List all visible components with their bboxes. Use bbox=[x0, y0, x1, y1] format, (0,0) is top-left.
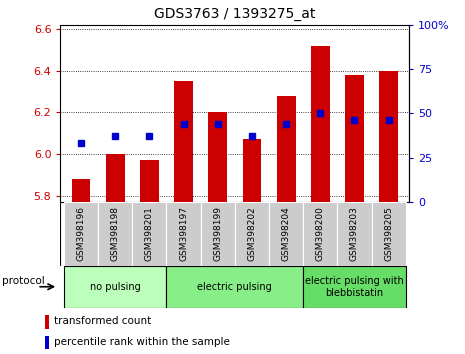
Bar bbox=[45, 315, 49, 329]
Bar bbox=[174, 81, 193, 202]
Text: GSM398203: GSM398203 bbox=[350, 206, 359, 261]
Bar bbox=[311, 46, 330, 202]
Bar bbox=[379, 70, 398, 202]
Bar bbox=[372, 202, 406, 266]
Bar bbox=[166, 266, 303, 308]
Bar bbox=[269, 202, 303, 266]
Bar bbox=[45, 336, 49, 349]
Bar bbox=[64, 266, 166, 308]
Text: transformed count: transformed count bbox=[54, 316, 151, 326]
Bar bbox=[208, 112, 227, 202]
Bar bbox=[243, 139, 261, 202]
Text: GSM398197: GSM398197 bbox=[179, 206, 188, 261]
Bar bbox=[277, 96, 296, 202]
Title: GDS3763 / 1393275_at: GDS3763 / 1393275_at bbox=[154, 7, 316, 21]
Text: percentile rank within the sample: percentile rank within the sample bbox=[54, 337, 230, 347]
Bar bbox=[72, 179, 90, 202]
Text: protocol: protocol bbox=[2, 276, 45, 286]
Bar bbox=[200, 202, 235, 266]
Text: GSM398205: GSM398205 bbox=[384, 206, 393, 261]
Bar bbox=[140, 160, 159, 202]
Bar bbox=[106, 154, 125, 202]
Bar bbox=[132, 202, 166, 266]
Text: no pulsing: no pulsing bbox=[90, 282, 140, 292]
Text: GSM398198: GSM398198 bbox=[111, 206, 120, 261]
Text: electric pulsing: electric pulsing bbox=[198, 282, 272, 292]
Text: GSM398202: GSM398202 bbox=[247, 206, 256, 261]
Text: GSM398201: GSM398201 bbox=[145, 206, 154, 261]
Bar bbox=[303, 202, 338, 266]
Text: GSM398196: GSM398196 bbox=[76, 206, 86, 261]
Text: electric pulsing with
blebbistatin: electric pulsing with blebbistatin bbox=[305, 276, 404, 298]
Bar bbox=[98, 202, 132, 266]
Bar bbox=[345, 75, 364, 202]
Bar bbox=[64, 202, 98, 266]
Bar bbox=[235, 202, 269, 266]
Bar bbox=[303, 266, 406, 308]
Bar bbox=[166, 202, 200, 266]
Bar bbox=[338, 202, 372, 266]
Text: GSM398200: GSM398200 bbox=[316, 206, 325, 261]
Text: GSM398204: GSM398204 bbox=[282, 206, 291, 261]
Text: GSM398199: GSM398199 bbox=[213, 206, 222, 261]
